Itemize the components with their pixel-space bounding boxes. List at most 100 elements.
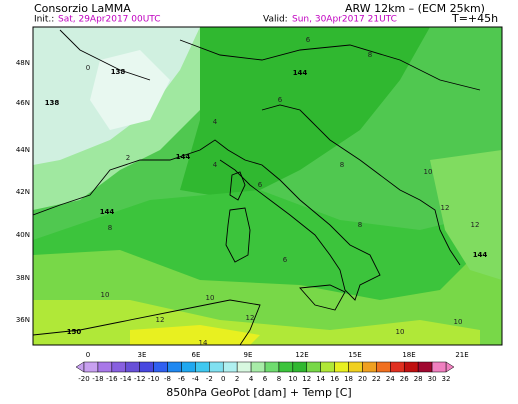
lat-label: 36N — [16, 316, 30, 324]
legend-swatch — [167, 361, 182, 373]
lat-label: 48N — [16, 59, 30, 67]
lat-label: 42N — [16, 188, 30, 196]
legend-tick-label: 30 — [428, 375, 437, 383]
contour-label: 10 — [206, 294, 215, 302]
legend-arrow — [445, 361, 455, 373]
contour-label: 144 — [293, 69, 308, 77]
legend-swatch — [125, 361, 140, 373]
contour-label: 144 — [100, 208, 115, 216]
contour-label: 6 — [258, 181, 263, 189]
legend-tick-label: 22 — [372, 375, 381, 383]
legend-swatch — [306, 361, 321, 373]
legend-swatch — [390, 361, 405, 373]
legend-swatch — [209, 361, 224, 373]
org-name: Consorzio LaMMA — [34, 2, 131, 15]
contour-label: 10 — [424, 168, 433, 176]
legend-title: 850hPa GeoPot [dam] + Temp [C] — [166, 386, 351, 399]
legend-swatch — [403, 361, 419, 373]
contour-label: 6 — [278, 96, 283, 104]
contour-label: 138 — [45, 99, 60, 107]
legend-tick-label: 14 — [316, 375, 325, 383]
legend-swatch — [417, 361, 433, 373]
lon-label: 21E — [455, 351, 468, 359]
lat-label: 38N — [16, 274, 30, 282]
legend-swatch — [97, 361, 113, 373]
lon-label: 15E — [348, 351, 361, 359]
valid-label: Valid: — [263, 15, 288, 25]
lat-label: 44N — [16, 146, 30, 154]
legend-tick-label: 20 — [358, 375, 367, 383]
contour-label: 4 — [213, 161, 218, 169]
legend-swatch — [431, 361, 447, 373]
legend-tick-label: 32 — [442, 375, 451, 383]
lat-label: 46N — [16, 99, 30, 107]
lon-label: 0 — [86, 351, 90, 359]
map-frame — [32, 26, 503, 346]
contour-label: 10 — [101, 291, 110, 299]
legend-tick-label: 18 — [344, 375, 353, 383]
contour-label: 8 — [368, 51, 372, 59]
init-time: Sat, 29Apr2017 00UTC — [58, 15, 161, 25]
legend-swatch — [153, 361, 168, 373]
legend-tick-label: 28 — [414, 375, 423, 383]
legend-tick-label: -16 — [106, 375, 118, 383]
legend-swatch — [278, 361, 294, 373]
legend-swatch — [292, 361, 308, 373]
legend-tick-label: -14 — [120, 375, 132, 383]
contour-label: 8 — [340, 161, 344, 169]
legend-tick-label: -18 — [92, 375, 103, 383]
legend-swatch — [111, 361, 127, 373]
legend-swatch — [139, 361, 154, 373]
contour-label: 8 — [358, 221, 362, 229]
legend-tick-label: 2 — [235, 375, 239, 383]
lon-label: 6E — [192, 351, 201, 359]
contour-label: 10 — [396, 328, 405, 336]
contour-label: 6 — [283, 256, 288, 264]
legend-tick-label: 26 — [400, 375, 409, 383]
legend-swatch — [181, 361, 196, 373]
contour-label: 12 — [246, 314, 255, 322]
contour-label: 144 — [473, 251, 488, 259]
legend-tick-label: -4 — [192, 375, 200, 383]
legend-tick-label: 6 — [263, 375, 268, 383]
legend-swatch — [250, 361, 266, 373]
contour-label: 138 — [111, 68, 126, 76]
legend-tick-label: -20 — [78, 375, 89, 383]
contour-label: 6 — [306, 36, 311, 44]
contour-label: 144 — [176, 153, 191, 161]
contour-label: 8 — [108, 224, 112, 232]
contour-label: 14 — [199, 339, 208, 347]
coastlines — [33, 29, 481, 345]
init-label: Init.: — [34, 15, 54, 25]
lon-label: 9E — [244, 351, 253, 359]
contour-label: 4 — [213, 118, 218, 126]
legend-swatch — [83, 361, 99, 373]
legend-tick-label: 0 — [221, 375, 225, 383]
legend-tick-label: 10 — [288, 375, 297, 383]
legend-swatch — [334, 361, 349, 373]
legend-tick-label: 8 — [277, 375, 281, 383]
legend-swatch — [264, 361, 280, 373]
contour-label: 12 — [156, 316, 165, 324]
legend-swatch — [320, 361, 335, 373]
model-name: ARW 12km – (ECM 25km) — [345, 2, 485, 15]
legend-swatch — [362, 361, 377, 373]
legend-tick-label: -2 — [206, 375, 213, 383]
contour-label: 10 — [454, 318, 463, 326]
legend-swatch — [376, 361, 391, 373]
contour-label: 12 — [441, 204, 450, 212]
lon-label: 12E — [295, 351, 308, 359]
legend-swatch — [348, 361, 363, 373]
legend-tick-label: -12 — [134, 375, 145, 383]
contour-label: 2 — [126, 154, 130, 162]
legend-arrow — [75, 361, 85, 373]
contour-label: 12 — [471, 221, 480, 229]
lon-label: 3E — [138, 351, 147, 359]
legend-tick-label: -6 — [178, 375, 186, 383]
legend-tick-label: 4 — [249, 375, 254, 383]
map-field — [33, 27, 502, 345]
legend-tick-label: 16 — [330, 375, 339, 383]
lon-label: 18E — [402, 351, 415, 359]
legend-swatch — [195, 361, 210, 373]
